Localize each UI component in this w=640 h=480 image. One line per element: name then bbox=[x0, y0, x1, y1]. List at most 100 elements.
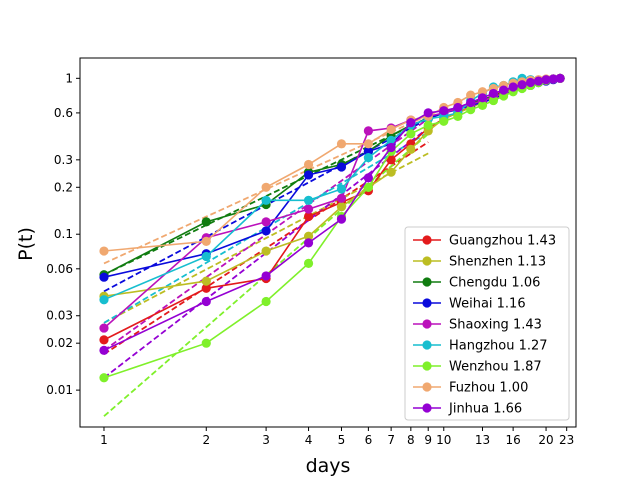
data-point bbox=[336, 214, 347, 224]
data-point bbox=[386, 124, 396, 135]
data-point bbox=[363, 139, 373, 149]
legend-label: Guangzhou 1.43 bbox=[449, 234, 556, 249]
legend-entry: Guangzhou 1.43 bbox=[413, 234, 556, 249]
legend-entry: Jinhua 1.66 bbox=[413, 402, 522, 417]
data-point bbox=[363, 173, 373, 183]
x-tick-label: 16 bbox=[505, 433, 520, 447]
data-point bbox=[201, 251, 211, 262]
data-point bbox=[303, 231, 314, 241]
legend-swatch-marker bbox=[422, 235, 432, 245]
data-point bbox=[336, 193, 347, 203]
legend-swatch-marker bbox=[422, 319, 432, 329]
x-tick-label: 10 bbox=[436, 433, 451, 447]
data-point bbox=[363, 182, 373, 192]
y-axis-label: P(t) bbox=[15, 227, 37, 261]
x-tick-label: 1 bbox=[100, 433, 108, 447]
data-point bbox=[303, 159, 314, 170]
legend-label: Weihai 1.16 bbox=[449, 297, 526, 312]
data-point bbox=[423, 108, 433, 118]
y-tick-label: 0.3 bbox=[54, 153, 73, 167]
data-point bbox=[336, 139, 347, 149]
data-point bbox=[303, 258, 314, 268]
data-point bbox=[99, 373, 109, 383]
legend-box bbox=[404, 226, 570, 421]
data-point bbox=[303, 170, 314, 180]
legend-entry: Chengdu 1.06 bbox=[413, 276, 540, 291]
data-point bbox=[466, 90, 476, 100]
legend-entry: Shenzhen 1.13 bbox=[413, 255, 546, 270]
data-point bbox=[261, 182, 271, 192]
data-point bbox=[261, 296, 271, 307]
data-point bbox=[548, 74, 558, 84]
data-point bbox=[303, 195, 314, 205]
legend-label: Shenzhen 1.13 bbox=[449, 255, 546, 270]
data-point bbox=[336, 202, 347, 212]
data-point bbox=[406, 144, 416, 154]
data-point bbox=[303, 238, 314, 248]
x-tick-label: 9 bbox=[424, 433, 432, 447]
legend-label: Chengdu 1.06 bbox=[449, 276, 540, 291]
legend-entry: Shaoxing 1.43 bbox=[413, 318, 542, 333]
y-tick-label: 0.06 bbox=[46, 262, 73, 276]
y-tick-label: 0.01 bbox=[46, 383, 73, 397]
legend-swatch-marker bbox=[422, 298, 432, 308]
x-axis-label: days bbox=[306, 455, 351, 477]
data-point bbox=[201, 236, 211, 246]
data-point bbox=[508, 82, 518, 92]
data-point bbox=[336, 162, 347, 172]
data-point bbox=[453, 111, 463, 121]
data-point bbox=[99, 345, 109, 355]
data-point bbox=[555, 73, 565, 83]
legend-label: Wenzhou 1.87 bbox=[449, 360, 542, 375]
data-point bbox=[99, 246, 109, 256]
data-point bbox=[99, 272, 109, 282]
legend-swatch-marker bbox=[422, 361, 432, 371]
data-point bbox=[336, 184, 347, 194]
legend-label: Hangzhou 1.27 bbox=[449, 339, 548, 354]
data-point bbox=[201, 276, 211, 286]
data-point bbox=[453, 102, 463, 113]
data-point bbox=[466, 97, 476, 108]
x-tick-label: 2 bbox=[202, 433, 210, 447]
data-point bbox=[303, 204, 314, 214]
x-tick-label: 7 bbox=[387, 433, 395, 447]
data-point bbox=[406, 117, 416, 128]
series bbox=[99, 73, 565, 355]
data-point bbox=[201, 296, 211, 307]
data-point bbox=[386, 135, 396, 145]
y-tick-label: 0.1 bbox=[54, 227, 73, 241]
y-ticks: 0.01 0.02 0.03 0.06 0.1 0.2 0.3 0.6 1 bbox=[46, 71, 80, 397]
data-point bbox=[363, 153, 373, 163]
legend-swatch-marker bbox=[422, 256, 432, 266]
x-ticks: 1 2 3 4 5 6 7 8 9 10 13 16 20 23 bbox=[100, 427, 574, 447]
data-point bbox=[261, 246, 271, 256]
x-tick-label: 8 bbox=[407, 433, 415, 447]
data-point bbox=[499, 85, 509, 95]
legend-entry: Fuzhou 1.00 bbox=[413, 381, 528, 396]
x-tick-label: 23 bbox=[559, 433, 574, 447]
data-point bbox=[525, 77, 536, 88]
legend: Guangzhou 1.43 Shenzhen 1.13 Chengdu 1.06 W… bbox=[404, 226, 570, 421]
legend-label: Jinhua 1.66 bbox=[448, 402, 522, 417]
x-tick-label: 4 bbox=[305, 433, 313, 447]
data-point bbox=[201, 283, 211, 293]
data-point bbox=[261, 271, 271, 281]
data-point bbox=[423, 120, 433, 130]
legend-swatch-marker bbox=[422, 277, 432, 287]
legend-swatch-marker bbox=[422, 340, 432, 350]
legend-swatch-marker bbox=[422, 382, 432, 392]
x-tick-label: 6 bbox=[365, 433, 373, 447]
data-point bbox=[99, 323, 109, 333]
data-point bbox=[439, 116, 449, 126]
data-point bbox=[541, 75, 551, 85]
data-point bbox=[406, 129, 416, 139]
data-point bbox=[439, 106, 449, 116]
y-tick-label: 0.03 bbox=[46, 309, 73, 323]
data-point bbox=[201, 217, 211, 227]
x-tick-label: 20 bbox=[538, 433, 553, 447]
data-point bbox=[363, 126, 373, 136]
data-point bbox=[386, 167, 396, 177]
data-point bbox=[533, 76, 544, 86]
data-point bbox=[261, 226, 271, 236]
y-tick-label: 0.2 bbox=[54, 180, 73, 194]
